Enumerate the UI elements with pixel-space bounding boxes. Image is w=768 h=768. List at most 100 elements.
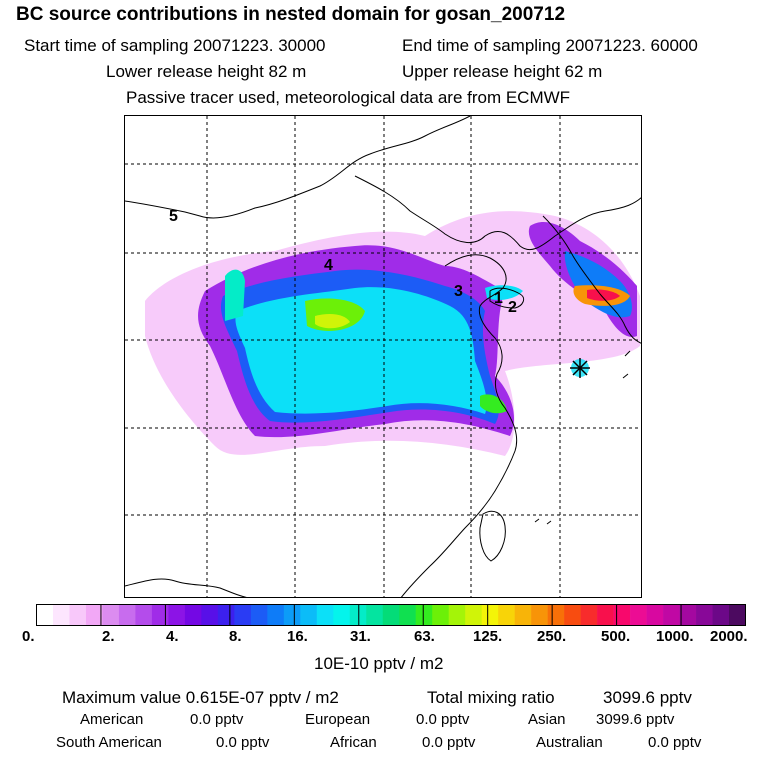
colorbar-cell bbox=[613, 604, 631, 626]
islands bbox=[534, 350, 631, 525]
colorbar-tick-31: 31. bbox=[350, 628, 371, 645]
plot-title: BC source contributions in nested domain… bbox=[16, 4, 566, 25]
colorbar-tick-125: 125. bbox=[473, 628, 503, 645]
colorbar-cell bbox=[85, 604, 103, 626]
colorbar-cell bbox=[349, 604, 367, 626]
colorbar-cell bbox=[366, 604, 384, 626]
colorbar-cell bbox=[151, 604, 169, 626]
colorbar-cell bbox=[217, 604, 235, 626]
upper-release-label: Upper release height 62 m bbox=[402, 62, 603, 81]
map-panel: 5 4 3 1 2 bbox=[124, 115, 642, 598]
colorbar-cell bbox=[580, 604, 598, 626]
coastal-core bbox=[480, 394, 507, 414]
colorbar-cell bbox=[481, 604, 499, 626]
colorbar-tick-63: 63. bbox=[414, 628, 435, 645]
cyan-region bbox=[235, 287, 487, 414]
colorbar-tick-2: 2. bbox=[102, 628, 115, 645]
northeast-border bbox=[354, 175, 641, 251]
asian-label: Asian bbox=[528, 711, 566, 728]
south-american-value: 0.0 pptv bbox=[216, 734, 270, 751]
south-border bbox=[125, 578, 247, 597]
colorbar-cell bbox=[52, 604, 70, 626]
colorbar-tick-8: 8. bbox=[229, 628, 242, 645]
china-coast bbox=[400, 254, 518, 597]
total-mixing-value: 3099.6 pptv bbox=[603, 688, 692, 707]
colorbar-tick-4: 4. bbox=[166, 628, 179, 645]
american-label: American bbox=[80, 711, 144, 728]
colorbar-cells bbox=[36, 604, 746, 626]
total-mixing-label: Total mixing ratio bbox=[427, 688, 555, 707]
colorbar-cell bbox=[283, 604, 301, 626]
colorbar-cell bbox=[531, 604, 548, 626]
colorbar-cell bbox=[300, 604, 318, 626]
colorbar-cell bbox=[69, 604, 87, 626]
colorbar-cell bbox=[679, 604, 697, 626]
colorbar-tick-250: 250. bbox=[537, 628, 567, 645]
korea-coast bbox=[542, 215, 641, 344]
colorbar-frame bbox=[36, 604, 746, 626]
colorbar bbox=[36, 604, 746, 626]
max-value-label: Maximum value 0.615E-07 pptv / m2 bbox=[62, 688, 339, 707]
south-american-label: South American bbox=[56, 734, 162, 751]
colorbar-cell bbox=[448, 604, 466, 626]
european-value: 0.0 pptv bbox=[416, 711, 470, 728]
colorbar-cell bbox=[267, 604, 285, 626]
colorbar-cell bbox=[729, 604, 746, 626]
end-time-label: End time of sampling 20071223. 60000 bbox=[402, 36, 698, 55]
colorbar-cell bbox=[36, 604, 54, 626]
colorbar-tick-0: 0. bbox=[22, 628, 35, 645]
start-time-label: Start time of sampling 20071223. 30000 bbox=[24, 36, 326, 55]
australian-label: Australian bbox=[536, 734, 603, 751]
coastlines bbox=[125, 116, 641, 597]
korea-red bbox=[587, 289, 620, 301]
colorbar-cell bbox=[646, 604, 664, 626]
colorbar-cell bbox=[597, 604, 614, 626]
receptor-star-marker bbox=[570, 358, 590, 378]
colorbar-cell bbox=[465, 604, 482, 626]
colorbar-cell bbox=[250, 604, 268, 626]
colorbar-cell bbox=[135, 604, 153, 626]
australian-value: 0.0 pptv bbox=[648, 734, 702, 751]
colorbar-cell bbox=[712, 604, 730, 626]
colorbar-cell bbox=[547, 604, 565, 626]
colorbar-cell bbox=[663, 604, 680, 626]
lat-lon-grid bbox=[125, 116, 641, 597]
colorbar-cell bbox=[696, 604, 713, 626]
colorbar-tick-1000: 1000. bbox=[656, 628, 694, 645]
colorbar-cell bbox=[514, 604, 532, 626]
colorbar-cell bbox=[168, 604, 186, 626]
american-value: 0.0 pptv bbox=[190, 711, 244, 728]
european-label: European bbox=[305, 711, 371, 728]
lower-release-label: Lower release height 82 m bbox=[106, 62, 307, 81]
colorbar-cell bbox=[316, 604, 334, 626]
colorbar-unit-label: 10E-10 pptv / m2 bbox=[314, 654, 444, 673]
trajectory-label-2: 2 bbox=[508, 299, 517, 316]
colorbar-cell bbox=[399, 604, 417, 626]
trajectory-label-3: 3 bbox=[454, 283, 463, 300]
colorbar-cell bbox=[333, 604, 351, 626]
colorbar-cell bbox=[201, 604, 219, 626]
trajectory-label-5: 5 bbox=[169, 208, 178, 225]
concentration-map: 5 4 3 1 2 bbox=[125, 116, 641, 597]
african-value: 0.0 pptv bbox=[422, 734, 476, 751]
taiwan-coast bbox=[479, 510, 506, 562]
colorbar-cell bbox=[498, 604, 515, 626]
african-label: African bbox=[330, 734, 377, 751]
colorbar-tick-2000: 2000. bbox=[710, 628, 748, 645]
colorbar-cell bbox=[432, 604, 450, 626]
border-line bbox=[125, 116, 471, 219]
colorbar-cell bbox=[102, 604, 120, 626]
colorbar-cell bbox=[184, 604, 202, 626]
trajectory-label-4: 4 bbox=[324, 257, 333, 274]
colorbar-tick-500: 500. bbox=[601, 628, 631, 645]
shandong-coast bbox=[489, 287, 525, 309]
colorbar-cell bbox=[415, 604, 433, 626]
colorbar-cell bbox=[630, 604, 647, 626]
colorbar-cell bbox=[234, 604, 252, 626]
asian-value: 3099.6 pptv bbox=[596, 711, 675, 728]
colorbar-cell bbox=[382, 604, 400, 626]
west-plume bbox=[225, 269, 245, 321]
trajectory-label-1: 1 bbox=[494, 290, 503, 307]
concentration-field bbox=[145, 211, 640, 456]
colorbar-cell bbox=[564, 604, 581, 626]
